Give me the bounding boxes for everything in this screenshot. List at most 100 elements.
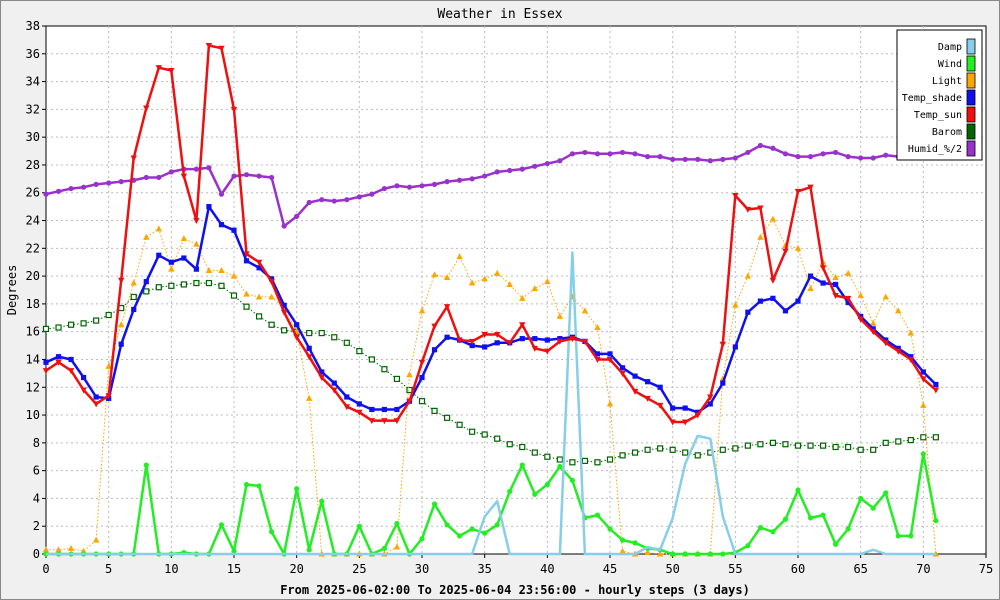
point-temp-shade (670, 405, 676, 411)
point-light (205, 267, 213, 274)
series-temp-sun (42, 42, 940, 426)
series-humid-2 (43, 142, 939, 229)
point-temp-shade (657, 384, 663, 390)
point-temp-shade (795, 298, 801, 304)
point-temp-sun (920, 376, 927, 383)
point-wind (594, 512, 601, 518)
point-temp-shade (532, 336, 538, 342)
point-temp-shade (494, 340, 500, 346)
point-light (481, 275, 488, 282)
point-wind (482, 530, 488, 536)
point-light (882, 293, 889, 300)
series-line-temp-sun (45, 44, 937, 424)
y-tick-label: 8 (33, 436, 40, 450)
point-temp-sun (243, 251, 250, 258)
point-humid-2 (344, 197, 350, 203)
legend-label: Damp (938, 42, 962, 53)
point-temp-sun (118, 277, 125, 284)
point-humid-2 (770, 145, 776, 151)
point-light (67, 544, 75, 551)
point-wind (670, 551, 676, 557)
point-barom (155, 284, 162, 291)
point-temp-sun (519, 322, 526, 329)
point-wind (457, 533, 463, 539)
point-humid-2 (218, 191, 225, 197)
y-tick-label: 16 (26, 325, 40, 339)
point-barom (67, 321, 75, 328)
point-temp-sun (331, 387, 338, 394)
point-barom (719, 446, 726, 453)
point-wind (143, 462, 149, 468)
point-barom (368, 356, 375, 363)
point-temp-sun (168, 67, 175, 74)
point-light (55, 546, 62, 553)
point-temp-shade (156, 252, 162, 258)
point-temp-sun (180, 173, 188, 180)
point-temp-sun (393, 418, 401, 425)
point-wind (883, 490, 889, 496)
point-light (920, 401, 927, 408)
series-damp (46, 251, 936, 556)
point-humid-2 (707, 158, 713, 164)
point-humid-2 (118, 179, 124, 185)
point-light (656, 550, 664, 557)
x-tick-label: 5 (105, 562, 112, 576)
point-light (230, 272, 238, 279)
x-tick-label: 45 (603, 562, 617, 576)
point-temp-sun (832, 293, 839, 300)
point-wind (419, 536, 425, 542)
point-humid-2 (93, 181, 99, 187)
point-barom (205, 279, 213, 287)
point-light (494, 269, 501, 276)
point-humid-2 (757, 142, 764, 149)
point-temp-shade (193, 266, 199, 272)
point-temp-shade (732, 344, 738, 350)
point-barom (130, 293, 137, 301)
point-temp-sun (42, 368, 50, 375)
point-temp-shade (181, 255, 187, 261)
point-light (431, 271, 438, 278)
point-humid-2 (106, 180, 112, 186)
point-temp-shade (444, 334, 450, 340)
point-humid-2 (444, 179, 450, 185)
point-temp-shade (306, 345, 312, 351)
point-barom (882, 439, 889, 446)
point-wind (632, 540, 638, 546)
point-temp-shade (369, 406, 375, 413)
point-barom (281, 327, 288, 334)
point-barom (230, 292, 238, 299)
point-barom (819, 442, 827, 449)
point-wind (607, 526, 613, 532)
point-light (581, 307, 589, 314)
point-humid-2 (294, 213, 300, 219)
point-temp-sun (443, 304, 451, 311)
point-temp-sun (468, 338, 476, 345)
point-temp-shade (218, 222, 225, 228)
point-wind (356, 523, 362, 529)
point-light (506, 280, 513, 287)
point-light (456, 253, 463, 260)
y-tick-label: 14 (26, 352, 40, 366)
point-wind (319, 498, 325, 504)
point-temp-sun (581, 338, 589, 345)
point-wind (720, 551, 726, 557)
point-temp-shade (43, 359, 49, 365)
point-temp-shade (431, 347, 438, 353)
point-temp-shade (118, 341, 124, 347)
y-tick-label: 2 (33, 519, 40, 533)
point-temp-sun (782, 248, 789, 255)
point-light (180, 235, 188, 242)
point-wind (532, 491, 538, 497)
point-temp-sun (418, 359, 426, 366)
point-barom (669, 446, 676, 453)
series-layer (42, 42, 940, 557)
y-tick-label: 0 (33, 547, 40, 561)
point-humid-2 (369, 191, 375, 197)
chart-title: Weather in Essex (437, 7, 562, 22)
y-tick-label: 10 (26, 408, 40, 422)
point-temp-shade (557, 336, 563, 342)
point-temp-shade (519, 336, 525, 342)
point-light (118, 321, 125, 328)
y-tick-label: 34 (26, 75, 40, 89)
